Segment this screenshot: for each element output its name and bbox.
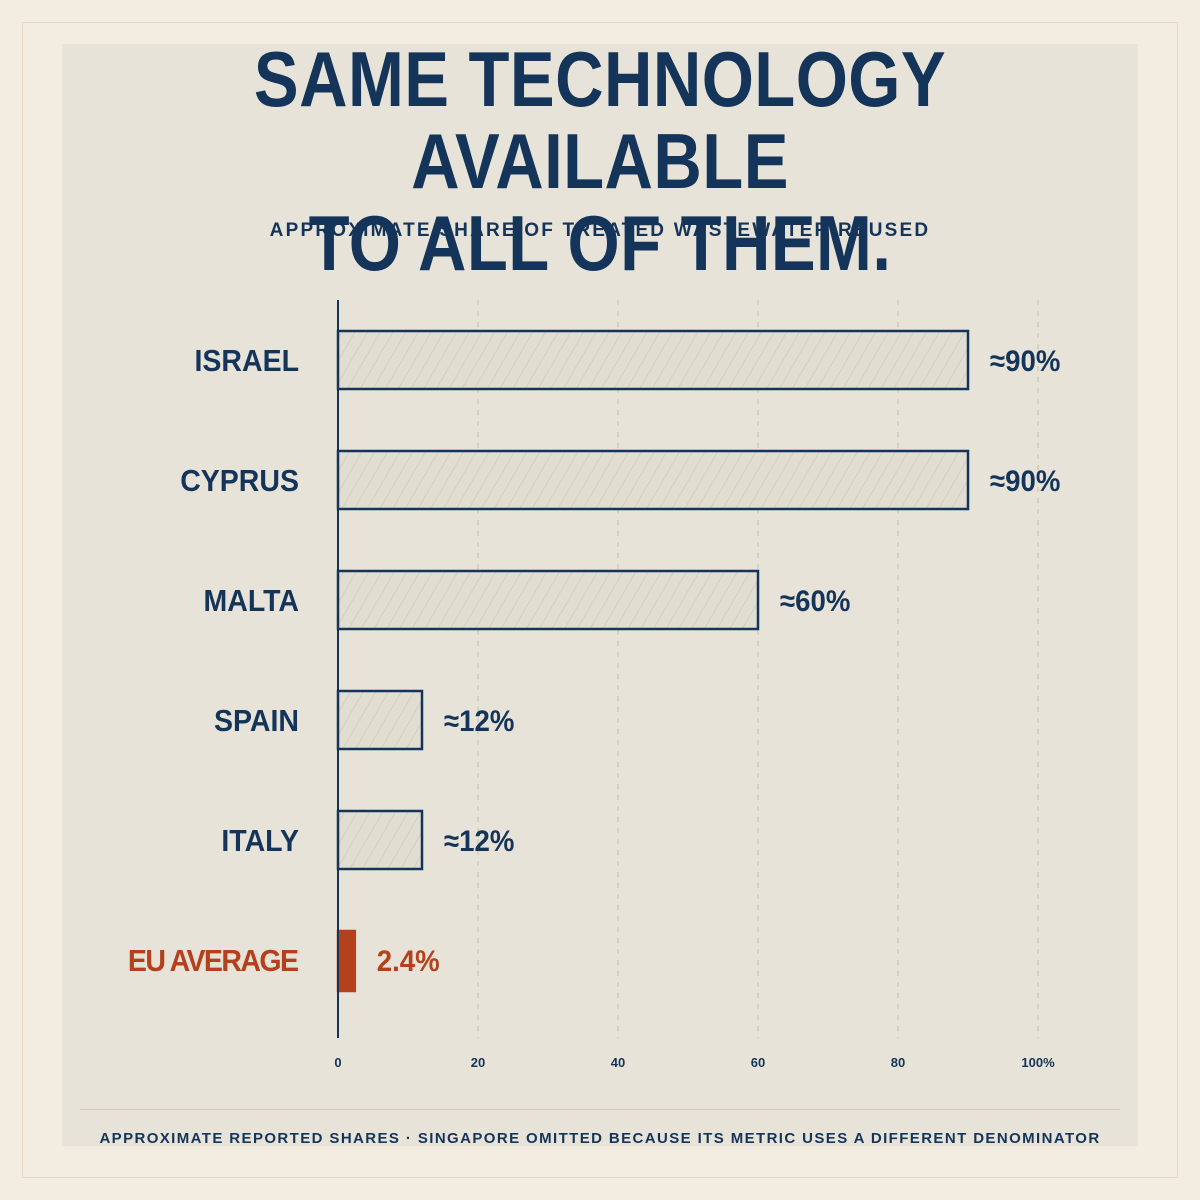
chart-subtitle: APPROXIMATE SHARE OF TREATED WASTEWATER … xyxy=(269,220,931,241)
category-label: MALTA xyxy=(204,584,299,618)
outer-frame xyxy=(22,22,1178,1178)
x-tick-label: 40 xyxy=(611,1055,625,1070)
x-tick-label: 100% xyxy=(1021,1055,1055,1070)
value-label: ≈12% xyxy=(444,705,514,738)
title-line-2: TO ALL OF THEM. xyxy=(308,199,892,287)
axes: 0 20 40 60 80 100% xyxy=(334,300,1055,1070)
value-label: ≈90% xyxy=(990,345,1060,378)
footer-divider xyxy=(80,1109,1120,1110)
value-label: ≈90% xyxy=(990,465,1060,498)
category-label: ISRAEL xyxy=(194,344,299,378)
grid-lines xyxy=(477,300,1039,1038)
bar-israel xyxy=(336,329,970,391)
x-tick-label: 0 xyxy=(334,1055,341,1070)
title-line-1: SAME TECHNOLOGY AVAILABLE xyxy=(253,35,947,205)
footnote: APPROXIMATE REPORTED SHARES · SINGAPORE … xyxy=(99,1130,1101,1147)
bar-italy xyxy=(336,809,424,871)
bar-cyprus xyxy=(336,449,970,511)
category-label: EU AVERAGE xyxy=(128,944,299,978)
page-title: SAME TECHNOLOGY AVAILABLE TO ALL OF THEM… xyxy=(84,38,1116,284)
value-label: 2.4% xyxy=(377,945,440,978)
x-tick-label: 60 xyxy=(751,1055,765,1070)
bar-malta xyxy=(336,569,760,631)
value-label: ≈60% xyxy=(780,585,850,618)
category-label: CYPRUS xyxy=(180,464,299,498)
x-tick-label: 80 xyxy=(891,1055,905,1070)
category-label: ITALY xyxy=(221,824,299,858)
x-tick-label: 20 xyxy=(471,1055,485,1070)
bar-eu-average xyxy=(336,929,357,993)
category-label: SPAIN xyxy=(214,704,299,738)
value-label: ≈12% xyxy=(444,825,514,858)
bars: ISRAEL ≈90% CYPRUS ≈90% MALTA ≈60% SPAIN ≈12% IT… xyxy=(128,329,1060,993)
bar-spain xyxy=(336,689,424,751)
